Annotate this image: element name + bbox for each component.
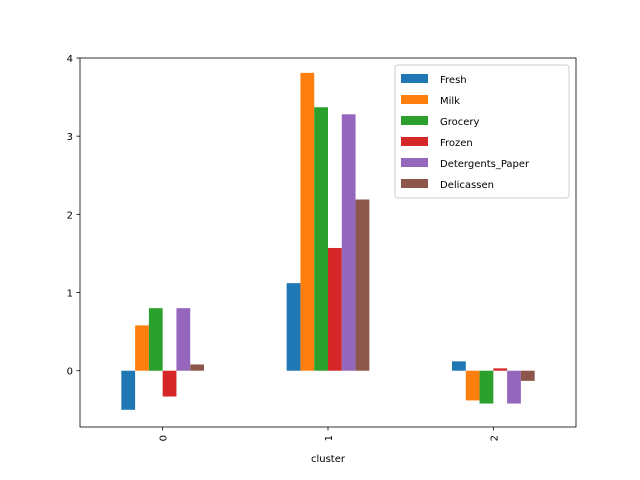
legend-swatch-grocery xyxy=(401,116,428,125)
legend-frame xyxy=(394,64,570,199)
bar-milk-cluster-2 xyxy=(465,370,480,401)
axes-group: 0 1 2 3 4 0 1 2 xyxy=(67,54,577,441)
bar-frozen-cluster-2 xyxy=(493,368,508,371)
legend-swatch-milk xyxy=(401,95,428,104)
y-tick-label-0: 0 xyxy=(67,367,73,378)
bar-fresh-cluster-0 xyxy=(121,370,136,410)
bar-milk-cluster-0 xyxy=(135,325,149,371)
legend-swatch-fresh xyxy=(401,74,428,83)
legend-label-grocery: Grocery xyxy=(440,117,480,128)
legend-label-milk: Milk xyxy=(440,96,460,107)
legend-swatch-detergents-paper xyxy=(401,158,428,167)
bar-milk-cluster-1 xyxy=(300,72,315,371)
y-tick-label-3: 3 xyxy=(67,132,73,143)
legend-label-delicassen: Delicassen xyxy=(440,180,494,191)
bar-frozen-cluster-0 xyxy=(162,370,177,397)
x-tick-label-1: 1 xyxy=(324,435,335,441)
legend-label-fresh: Fresh xyxy=(440,75,467,86)
legend: Fresh Milk Grocery Frozen Detergents_Paper De… xyxy=(394,64,570,199)
y-tick-label-1: 1 xyxy=(67,289,73,300)
bar-delicassen-cluster-0 xyxy=(190,364,204,371)
bar-detergents-paper-cluster-0 xyxy=(176,308,191,371)
x-tick-label-0: 0 xyxy=(159,435,170,441)
bar-grocery-cluster-2 xyxy=(479,370,494,404)
bar-fresh-cluster-2 xyxy=(452,361,466,371)
bar-delicassen-cluster-1 xyxy=(355,199,370,371)
legend-swatch-frozen xyxy=(401,137,428,146)
y-tick-label-4: 4 xyxy=(67,54,73,65)
x-tick-label-2: 2 xyxy=(489,435,500,441)
bar-fresh-cluster-1 xyxy=(286,283,301,371)
bars-group xyxy=(121,72,535,410)
bar-detergents-paper-cluster-2 xyxy=(507,370,521,404)
bar-grocery-cluster-0 xyxy=(148,308,163,371)
legend-label-frozen: Frozen xyxy=(440,138,473,149)
bar-grocery-cluster-1 xyxy=(314,107,328,371)
legend-label-detergents-paper: Detergents_Paper xyxy=(440,159,530,170)
bar-frozen-cluster-1 xyxy=(328,247,342,371)
x-axis-label: cluster xyxy=(311,454,346,465)
legend-swatch-delicassen xyxy=(401,179,428,188)
y-tick-label-2: 2 xyxy=(67,210,73,221)
bar-detergents-paper-cluster-1 xyxy=(341,114,356,371)
bar-delicassen-cluster-2 xyxy=(520,370,535,381)
